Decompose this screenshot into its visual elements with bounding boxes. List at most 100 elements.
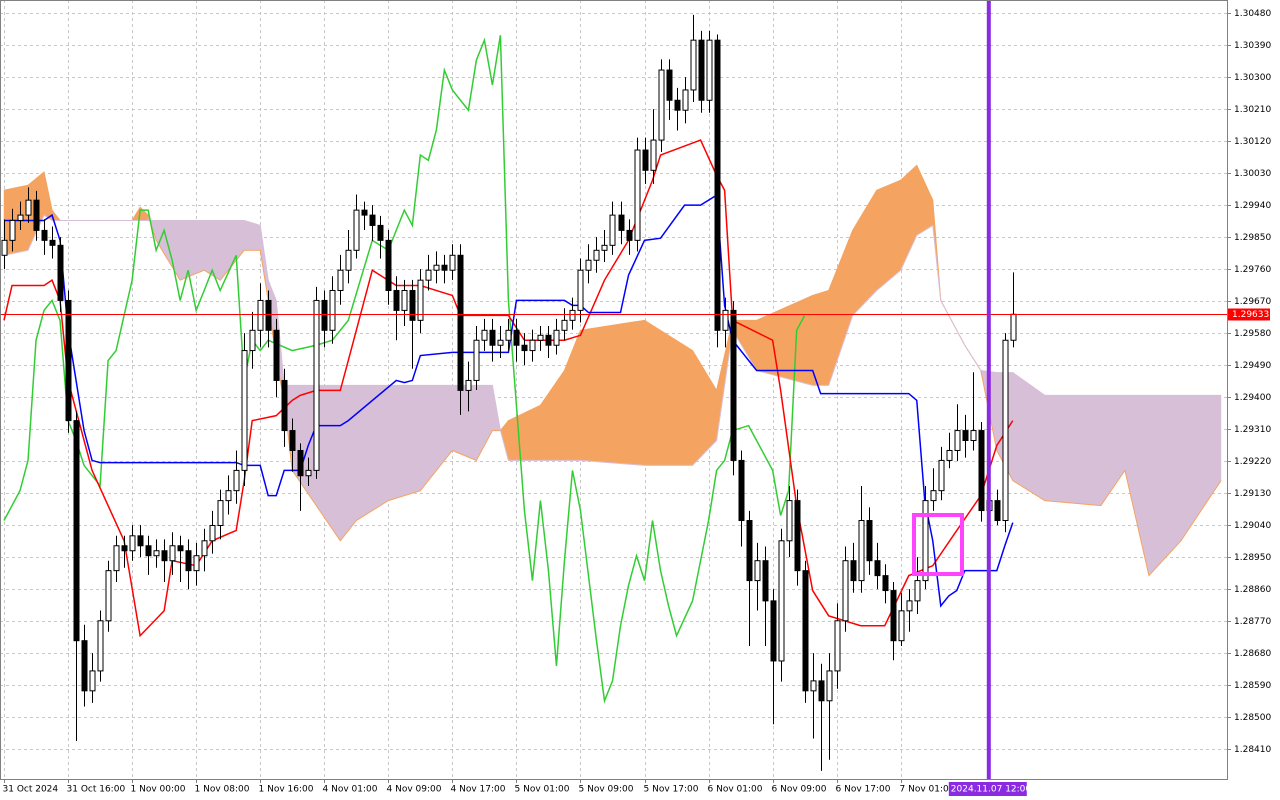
cloud-edge	[3, 214, 1221, 466]
candle-body	[257, 299, 264, 331]
candle-body	[89, 670, 96, 692]
y-tick-label: 1.29490	[1234, 361, 1271, 371]
candle-body	[473, 339, 480, 381]
candle-body	[906, 600, 913, 612]
y-tick-label: 1.29220	[1234, 457, 1271, 467]
candle-body	[537, 334, 544, 341]
vertical-marker-label: 2024.11.07 12:00	[951, 785, 1032, 795]
candle-body	[409, 289, 416, 321]
candle-body	[353, 209, 360, 251]
candle-body	[145, 545, 152, 557]
x-tick-label: 5 Nov 09:00	[579, 785, 634, 795]
candle-body	[1002, 339, 1009, 522]
candle-body	[97, 620, 104, 672]
candle-body	[618, 214, 625, 231]
candle-body	[481, 329, 488, 341]
y-tick-label: 1.28410	[1234, 745, 1271, 755]
candle-body	[593, 249, 600, 261]
candle-body	[866, 520, 873, 562]
x-tick-label: 6 Nov 01:00	[708, 785, 763, 795]
candle-body	[914, 580, 921, 602]
candle-body	[690, 39, 697, 91]
candle-body	[513, 329, 520, 346]
candle-body	[401, 289, 408, 311]
candle-body	[730, 309, 737, 461]
candle-body	[858, 520, 865, 582]
candle-body	[169, 545, 176, 562]
y-tick-label: 1.28500	[1234, 713, 1271, 723]
cloud-segment	[580, 320, 645, 466]
candle-body	[81, 640, 88, 692]
y-tick-label: 1.29670	[1234, 297, 1271, 307]
y-tick-label: 1.30390	[1234, 41, 1271, 51]
candle-body	[770, 600, 777, 662]
candle-body	[890, 590, 897, 642]
y-tick-label: 1.30120	[1234, 137, 1271, 147]
candle-body	[337, 269, 344, 291]
y-tick-label: 1.28770	[1234, 617, 1271, 627]
candle-body	[529, 339, 536, 352]
candle-body	[137, 535, 144, 547]
candle-body	[425, 269, 432, 281]
candle-body	[754, 560, 761, 582]
highlight-box	[912, 513, 964, 576]
x-tick-label: 7 Nov 01:00	[900, 785, 955, 795]
candle-body	[762, 560, 769, 602]
candle-body	[706, 39, 713, 101]
candle-body	[361, 209, 368, 216]
y-tick-label: 1.29580	[1234, 329, 1271, 339]
y-tick-label: 1.28680	[1234, 649, 1271, 659]
indicator-line	[3, 35, 806, 704]
cloud-segment	[1044, 395, 1102, 506]
candle-body	[674, 99, 681, 111]
candle-body	[105, 570, 112, 622]
x-tick-label: 6 Nov 17:00	[836, 785, 891, 795]
candle-body	[297, 449, 304, 477]
y-tick-label: 1.29850	[1234, 233, 1271, 243]
candle-body	[465, 379, 472, 391]
candle-body	[153, 550, 160, 557]
candle-body	[113, 545, 120, 572]
x-tick-label: 1 Nov 16:00	[259, 785, 314, 795]
candle-body	[497, 339, 504, 346]
candle-body	[9, 219, 16, 241]
cloud-segment	[452, 385, 477, 461]
candle-body	[650, 139, 657, 171]
overlays	[0, 0, 1227, 779]
candle-body	[842, 560, 849, 622]
x-tick-label: 6 Nov 09:00	[772, 785, 827, 795]
candle-body	[810, 680, 817, 692]
candle-body	[161, 550, 168, 562]
x-tick-label: 1 Nov 00:00	[131, 785, 186, 795]
candle-body	[313, 299, 320, 471]
candle-body	[129, 535, 136, 552]
x-tick-label: 5 Nov 17:00	[644, 785, 699, 795]
candle-body	[938, 459, 945, 492]
candle-body	[33, 199, 40, 231]
candle-body	[329, 289, 336, 331]
candle-body	[273, 329, 280, 381]
candle-body	[802, 570, 809, 692]
y-tick-label: 1.30480	[1234, 9, 1271, 19]
cloud-segment	[388, 385, 421, 501]
candle-body	[553, 329, 560, 346]
cloud-segment	[356, 385, 389, 521]
ichimoku-cloud	[3, 164, 1222, 577]
y-tick-label: 1.28860	[1234, 585, 1271, 595]
candle-body	[417, 279, 424, 321]
candle-body	[970, 430, 977, 442]
indicator-line	[3, 139, 1014, 638]
price-label: 1.29633	[1232, 310, 1269, 320]
y-tick-label: 1.29310	[1234, 425, 1271, 435]
y-tick-label: 1.29940	[1234, 201, 1271, 211]
candle-body	[1, 239, 8, 256]
candle-body	[217, 500, 224, 526]
y-tick-label: 1.28950	[1234, 553, 1271, 563]
candle-body	[954, 430, 961, 451]
candle-body	[505, 329, 512, 341]
x-tick-label: 5 Nov 01:00	[515, 785, 570, 795]
candle-body	[281, 379, 288, 432]
candle-body	[25, 199, 32, 216]
